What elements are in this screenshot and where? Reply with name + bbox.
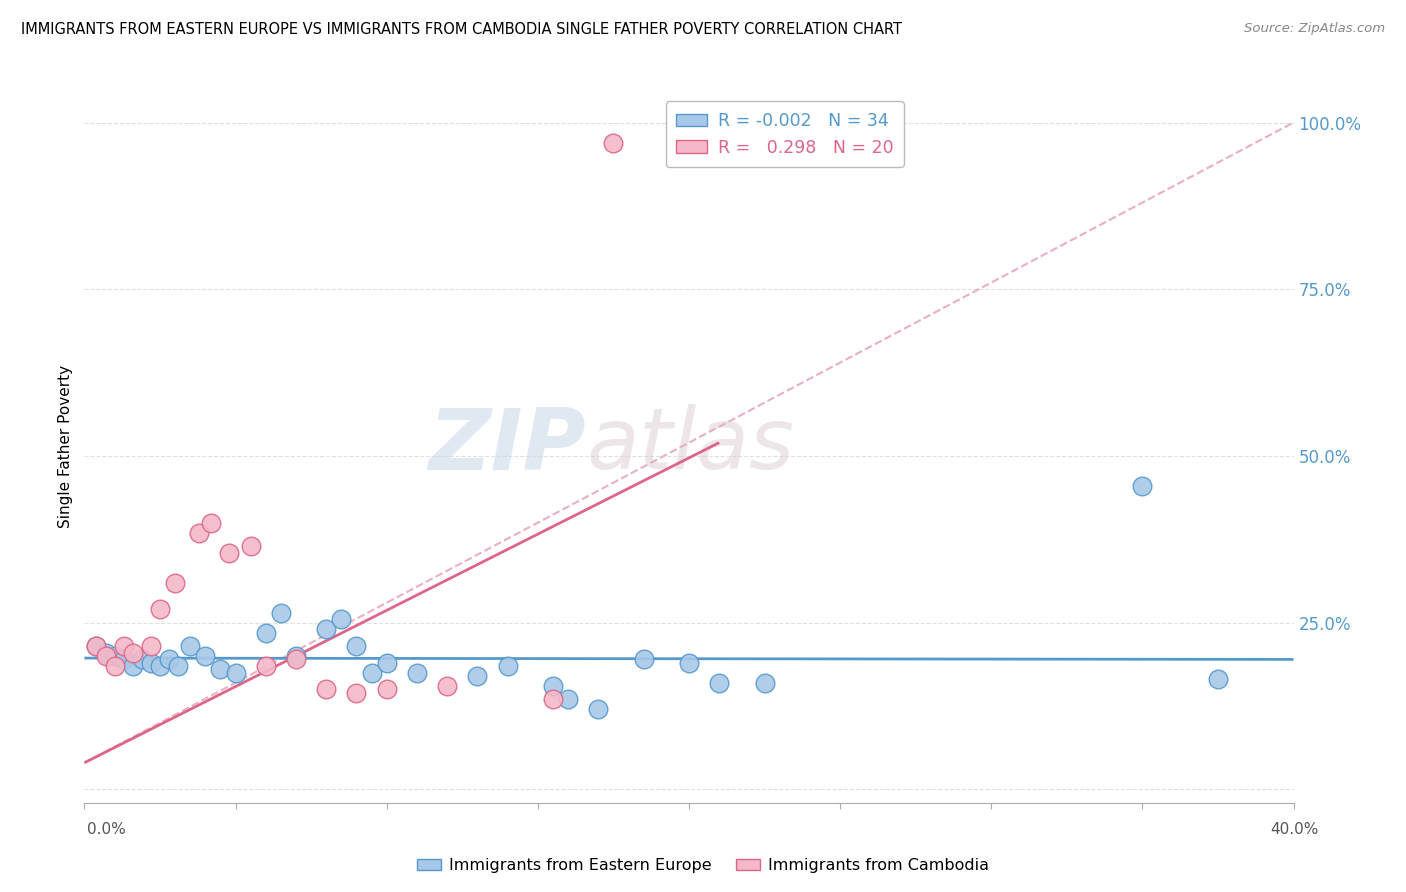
Y-axis label: Single Father Poverty: Single Father Poverty: [58, 365, 73, 527]
Point: [200, 516, 222, 530]
Point: [541, 679, 564, 693]
Point: [139, 656, 162, 670]
Point: [131, 652, 153, 666]
Point: [270, 606, 292, 620]
Point: [1206, 673, 1229, 687]
Text: 40.0%: 40.0%: [1271, 822, 1319, 837]
Point: [104, 659, 127, 673]
Point: [436, 679, 458, 693]
Point: [149, 602, 172, 616]
Point: [588, 702, 610, 716]
Point: [375, 656, 398, 670]
Point: [188, 525, 211, 540]
Point: [121, 659, 143, 673]
Point: [754, 675, 776, 690]
Point: [602, 136, 624, 150]
Legend: Immigrants from Eastern Europe, Immigrants from Cambodia: Immigrants from Eastern Europe, Immigran…: [411, 852, 995, 880]
Point: [496, 659, 519, 673]
Text: 0.0%: 0.0%: [87, 822, 127, 837]
Point: [360, 665, 382, 680]
Point: [709, 675, 731, 690]
Point: [167, 659, 190, 673]
Point: [112, 652, 135, 666]
Point: [218, 546, 240, 560]
Point: [467, 669, 489, 683]
Point: [254, 659, 277, 673]
Point: [346, 639, 368, 653]
Point: [163, 575, 186, 590]
Point: [86, 639, 108, 653]
Point: [94, 649, 117, 664]
Point: [157, 652, 180, 666]
Point: [139, 639, 162, 653]
Point: [179, 639, 201, 653]
Point: [254, 625, 277, 640]
Point: [315, 682, 337, 697]
Point: [346, 686, 368, 700]
Text: ZIP: ZIP: [429, 404, 586, 488]
Point: [194, 649, 217, 664]
Point: [225, 665, 247, 680]
Point: [541, 692, 564, 706]
Point: [86, 639, 108, 653]
Point: [149, 659, 172, 673]
Point: [94, 646, 117, 660]
Point: [375, 682, 398, 697]
Point: [1130, 479, 1153, 493]
Text: IMMIGRANTS FROM EASTERN EUROPE VS IMMIGRANTS FROM CAMBODIA SINGLE FATHER POVERTY: IMMIGRANTS FROM EASTERN EUROPE VS IMMIGR…: [21, 22, 903, 37]
Point: [330, 612, 353, 626]
Legend: R = -0.002   N = 34, R =   0.298   N = 20: R = -0.002 N = 34, R = 0.298 N = 20: [666, 102, 904, 167]
Point: [284, 652, 308, 666]
Text: atlas: atlas: [586, 404, 794, 488]
Point: [315, 623, 337, 637]
Point: [633, 652, 655, 666]
Point: [112, 639, 135, 653]
Point: [678, 656, 700, 670]
Point: [284, 649, 308, 664]
Text: Source: ZipAtlas.com: Source: ZipAtlas.com: [1244, 22, 1385, 36]
Point: [239, 539, 262, 553]
Point: [557, 692, 579, 706]
Point: [121, 646, 143, 660]
Point: [104, 649, 127, 664]
Point: [406, 665, 429, 680]
Point: [209, 662, 232, 676]
